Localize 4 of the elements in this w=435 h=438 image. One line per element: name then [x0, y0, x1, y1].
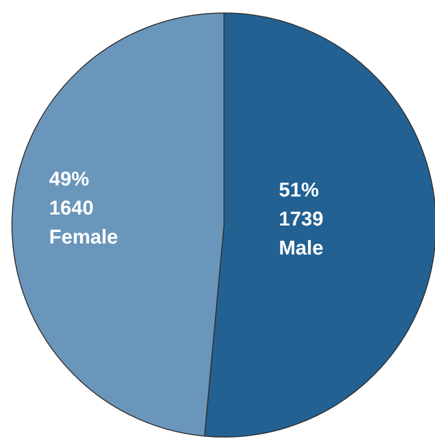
- slice-label: Male: [278, 237, 324, 260]
- data-label: 49% 1640: [49, 168, 94, 220]
- slice-label: Female: [49, 226, 118, 249]
- data-label: 51% 1739: [278, 179, 324, 230]
